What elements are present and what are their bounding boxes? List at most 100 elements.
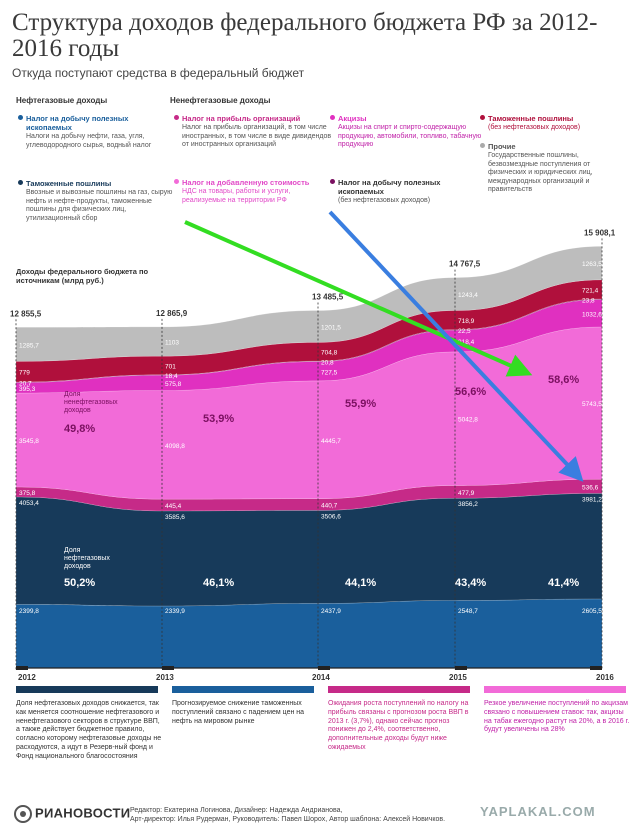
oil-gas-share-label: 41,4% xyxy=(548,577,579,589)
legend-item-desc: Акцизы на спирт и спирто-содержащую прод… xyxy=(338,124,482,149)
legend-item-customs-non-oil: Таможенные пошлины (без нефтегазовых дох… xyxy=(480,114,628,133)
legend-non-oil-gas-heading: Ненефтегазовые доходы xyxy=(170,96,271,105)
oil-gas-share-label: 46,1% xyxy=(203,577,234,589)
total-label: 12 865,9 xyxy=(156,309,188,318)
data-label: 727,5 xyxy=(321,369,338,376)
legend-item-customs: Таможенные пошлины Ввозные и вывозные по… xyxy=(18,179,176,223)
oil-gas-caption: нефтегазовых xyxy=(64,555,110,562)
oil-gas-share-label: 50,2% xyxy=(64,577,95,589)
data-label: 20,7 xyxy=(19,380,32,387)
note-bar xyxy=(16,686,158,693)
legend-item-title: Таможенные пошлины xyxy=(26,179,112,188)
credits-line-2: Арт-директор: Илья Рудерман, Руководител… xyxy=(130,816,446,823)
page-title: Структура доходов федерального бюджета Р… xyxy=(12,9,598,62)
data-label: 2548,7 xyxy=(458,608,478,615)
legend-item-desc: НДС на товары, работы и услуги, реализуе… xyxy=(182,188,291,204)
data-label: 22,5 xyxy=(458,328,471,335)
legend-dot xyxy=(480,143,485,148)
legend-oil-gas-heading: Нефтегазовые доходы xyxy=(16,96,108,105)
data-label: 818,4 xyxy=(458,339,475,346)
data-label: 375,8 xyxy=(19,490,36,497)
page-subtitle: Откуда поступают средства в федеральный … xyxy=(12,66,305,80)
legend-item-title: Таможенные пошлины xyxy=(488,114,574,123)
watermark: YAPLAKAL.COM xyxy=(480,804,596,819)
legend-item-vat: Налог на добавленную стоимость НДС на то… xyxy=(174,178,332,205)
non-oil-gas-share-label: 58,6% xyxy=(548,374,579,386)
note-customs: Прогнозируемое снижение таможенных посту… xyxy=(172,700,305,725)
logo-text: РИАНОВОСТИ xyxy=(35,805,131,821)
legend-item-excise: Акцизы Акцизы на спирт и спирто-содержащ… xyxy=(330,114,488,150)
data-label: 1285,7 xyxy=(19,342,39,349)
legend-item-title: Налог на добычу полезных ископаемых xyxy=(26,114,129,132)
data-label: 3585,6 xyxy=(165,514,185,521)
data-label: 718,9 xyxy=(458,318,475,325)
year-label: 2012 xyxy=(18,673,36,680)
total-label: 13 485,5 xyxy=(312,293,344,302)
year-label: 2016 xyxy=(596,673,614,680)
note-oil-gas: Доля нефтегазовых доходов снижается, так… xyxy=(16,700,162,760)
data-label: 2605,5 xyxy=(582,608,602,615)
data-label: 536,6 xyxy=(582,484,599,491)
oil-gas-caption: Доля xyxy=(64,547,81,554)
legend-dot xyxy=(18,115,23,120)
total-label: 12 855,5 xyxy=(10,309,42,318)
data-label: 2437,9 xyxy=(321,608,341,615)
year-label: 2014 xyxy=(312,673,330,680)
legend-item-desc: Ввозные и вывозные пошлины на газ, сырую… xyxy=(26,189,173,222)
legend-item-title: Налог на прибыль организаций xyxy=(182,114,301,123)
data-label: 1263,5 xyxy=(582,261,602,268)
note-bar xyxy=(484,686,626,693)
area-layer-0 xyxy=(15,598,603,669)
non-oil-gas-share-label: 56,6% xyxy=(455,386,486,398)
total-label: 15 908,1 xyxy=(584,228,616,237)
data-label: 1243,4 xyxy=(458,292,478,299)
legend-item-desc: Налоги на добычу нефти, газа, угля, угле… xyxy=(26,133,152,149)
data-label: 477,9 xyxy=(458,490,475,497)
data-label: 18,4 xyxy=(165,373,178,380)
legend-item-desc: (без нефтегазовых доходов) xyxy=(338,197,431,204)
note-profit-tax: Ожидания роста поступлений по налогу на … xyxy=(328,700,469,751)
data-label: 3506,6 xyxy=(321,513,341,520)
budget-area-chart: 2012 12 855,5 2013 12 865,9 2014 13 485,5 2015… xyxy=(10,210,616,680)
green-arrow xyxy=(184,220,533,377)
total-label: 14 767,5 xyxy=(449,260,481,269)
data-label: 5743,5 xyxy=(582,401,602,408)
legend-dot xyxy=(330,179,335,184)
data-label: 575,8 xyxy=(165,381,182,388)
oil-gas-caption: доходов xyxy=(64,563,91,570)
non-oil-gas-caption: доходов xyxy=(64,407,91,414)
ria-logo: РИАНОВОСТИ xyxy=(14,805,130,823)
legend-item-extraction-non-oil: Налог на добычу полезных ископаемых (без… xyxy=(330,178,488,206)
data-label: 2339,9 xyxy=(165,608,185,615)
data-label: 3981,2 xyxy=(582,496,602,503)
non-oil-gas-share-label: 55,9% xyxy=(345,398,376,410)
data-label: 779 xyxy=(19,370,30,377)
data-label: 23,8 xyxy=(582,297,595,304)
data-label: 3545,8 xyxy=(19,438,39,445)
legend-item-title: Прочие xyxy=(488,142,516,151)
legend-item-profit-tax: Налог на прибыль организаций Налог на пр… xyxy=(174,114,332,150)
legend-dot xyxy=(174,115,179,120)
blue-arrow xyxy=(328,210,584,482)
data-label: 20,8 xyxy=(321,359,334,366)
data-label: 4445,7 xyxy=(321,438,341,445)
data-label: 3856,2 xyxy=(458,501,478,508)
data-label: 4053,4 xyxy=(19,500,39,507)
data-label: 440,7 xyxy=(321,503,338,510)
credits: Редактор: Екатерина Логинова, Дизайнер: … xyxy=(130,806,445,824)
data-label: 2399,8 xyxy=(19,608,39,615)
logo-mark-icon xyxy=(14,805,32,823)
data-label: 1201,5 xyxy=(321,324,341,331)
legend-item-title: Налог на добычу полезных ископаемых xyxy=(338,178,441,196)
oil-gas-share-label: 43,4% xyxy=(455,577,486,589)
legend-item-desc: Государственные пошлины, безвозмездные п… xyxy=(488,152,593,194)
note-excise: Резкое увеличение поступлений по акцизам… xyxy=(484,700,630,734)
legend-dot xyxy=(330,115,335,120)
oil-gas-share-label: 44,1% xyxy=(345,577,376,589)
data-label: 395,3 xyxy=(19,386,36,393)
legend-dot xyxy=(174,179,179,184)
data-label: 445,4 xyxy=(165,503,182,510)
note-bar xyxy=(172,686,314,693)
year-label: 2015 xyxy=(449,673,467,680)
credits-line-1: Редактор: Екатерина Логинова, Дизайнер: … xyxy=(130,807,343,814)
